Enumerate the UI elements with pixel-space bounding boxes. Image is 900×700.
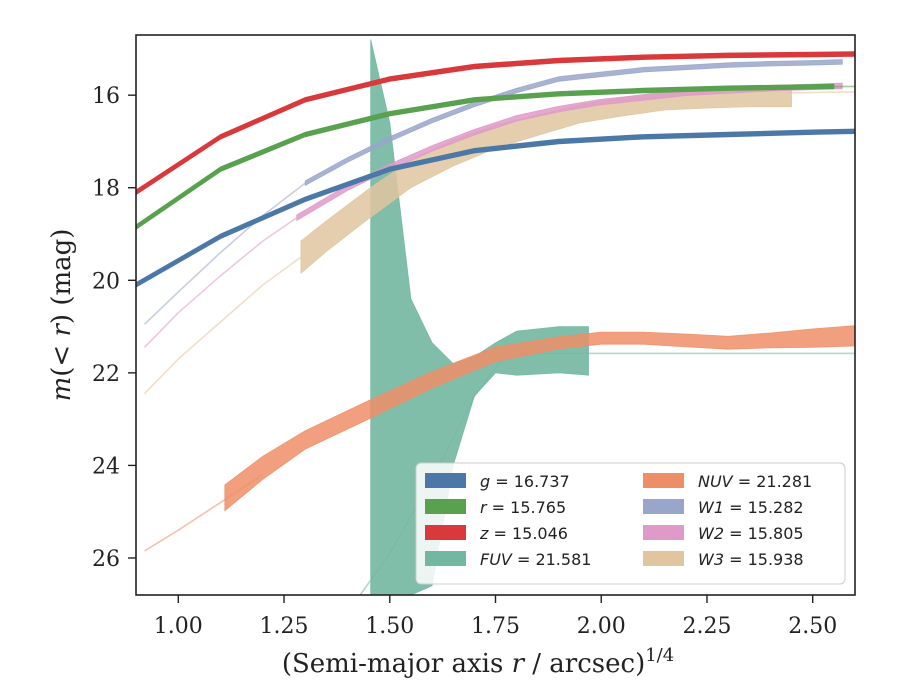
legend-swatch <box>425 499 466 514</box>
series-g-faint-line <box>136 130 855 286</box>
series-w2-band <box>296 82 843 222</box>
legend-swatch <box>643 551 684 566</box>
series-z-band <box>136 51 855 196</box>
legend-label: NUV = 21.281 <box>698 472 812 491</box>
legend-frame <box>415 462 846 585</box>
series-nuv-band <box>224 325 855 512</box>
legend-entry-g: g = 16.737 <box>425 472 570 491</box>
legend-entry-z: z = 15.046 <box>425 524 568 543</box>
x-tick-label: 1.25 <box>260 614 309 639</box>
legend-label: r = 15.765 <box>480 498 566 517</box>
series-w1-faint-line <box>143 182 306 325</box>
legend-entry-w3: W3 = 15.938 <box>643 550 804 569</box>
y-axis-label: m(< r) (mag) <box>47 229 77 402</box>
series-fuv-band <box>370 39 589 595</box>
legend-entry-fuv: FUV = 21.581 <box>425 550 591 569</box>
legend-entry-nuv: NUV = 21.281 <box>643 472 812 491</box>
series-w2-faint-line <box>143 217 298 348</box>
legend-entry-w2: W2 = 15.805 <box>643 524 804 543</box>
x-tick-label: 1.00 <box>154 614 203 639</box>
x-tick-label: 1.50 <box>365 614 414 639</box>
y-tick-label: 22 <box>92 362 120 387</box>
legend-label: W2 = 15.805 <box>698 524 804 543</box>
legend-entry-r: r = 15.765 <box>425 498 566 517</box>
plot-series-layer <box>136 39 855 595</box>
y-tick-label: 24 <box>92 454 120 479</box>
x-tick-label: 1.75 <box>471 614 520 639</box>
x-tick-label: 2.25 <box>682 614 731 639</box>
legend-entry-w1: W1 = 15.282 <box>643 498 804 517</box>
legend-label: W1 = 15.282 <box>698 498 804 517</box>
legend: g = 16.737 r = 15.765 z = 15.046 FUV = 21.5… <box>415 462 846 585</box>
x-tick-label: 2.00 <box>577 614 626 639</box>
y-tick-label: 18 <box>92 177 120 202</box>
legend-swatch <box>643 473 684 488</box>
series-g-band <box>136 128 855 288</box>
y-tick-label: 20 <box>92 269 120 294</box>
legend-label: W3 = 15.938 <box>698 550 804 569</box>
series-w1-band <box>304 59 843 187</box>
legend-swatch <box>643 525 684 540</box>
y-tick-label: 16 <box>92 84 120 109</box>
x-axis-label: (Semi-major axis r / arcsec)1/4 <box>282 645 674 679</box>
legend-label: g = 16.737 <box>480 472 570 491</box>
x-tick-label: 2.50 <box>788 614 837 639</box>
legend-swatch <box>425 551 466 566</box>
legend-swatch <box>425 473 466 488</box>
series-r-faint-line <box>136 85 855 228</box>
series-w3-faint-line <box>143 256 302 395</box>
legend-swatch <box>643 499 684 514</box>
y-tick-label: 26 <box>92 547 120 572</box>
legend-label: z = 15.046 <box>479 524 568 543</box>
legend-swatch <box>425 525 466 540</box>
series-r-band <box>136 83 835 230</box>
series-w3-faint-tail <box>787 91 855 94</box>
legend-label: FUV = 21.581 <box>480 550 591 569</box>
axis-ticks: 1.00 1.25 1.50 1.75 2.00 2.25 2.50 16 18 20 22 24 26 <box>92 84 837 639</box>
